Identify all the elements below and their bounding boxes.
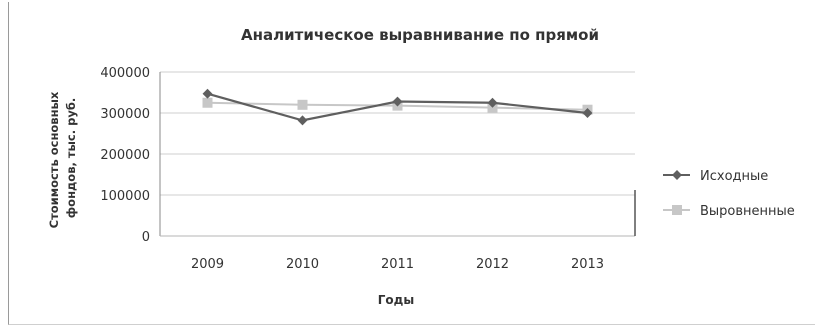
x-tick-label: 2011 [381,257,414,272]
legend-item-aligned: Выровненные [663,204,795,219]
data-point-aligned [202,97,213,108]
x-tick-label: 2010 [286,257,319,272]
y-axis-label-line2: фондов, тыс. руб. [64,98,78,218]
y-axis-label: Стоимость основных фондов, тыс. руб. [47,88,78,229]
axes [159,72,636,237]
legend: Исходные Выровненные [663,169,795,219]
legend-label-original: Исходные [700,169,768,184]
x-axis-label: Годы [378,293,414,307]
y-tick-label: 0 [142,230,150,245]
gridlines [160,71,635,196]
legend-marker-aligned [672,205,682,215]
chart-title: Аналитическое выравнивание по прямой [241,26,599,44]
y-tick-label: 400000 [100,66,150,81]
x-tick-label: 2009 [191,257,224,272]
y-axis-label-line1: Стоимость основных [47,91,61,228]
x-tick-labels: 2009 2010 2011 2012 2013 [191,257,604,272]
x-tick-label: 2012 [476,257,509,272]
chart-frame [8,2,815,325]
legend-marker-original [672,170,682,180]
legend-label-aligned: Выровненные [700,204,795,219]
data-point-original [582,108,593,118]
y-tick-label: 300000 [100,107,150,122]
x-tick-label: 2013 [571,257,604,272]
data-point-aligned [297,99,308,110]
series-lines [202,88,593,126]
y-tick-label: 200000 [100,148,150,163]
legend-item-original: Исходные [663,169,768,184]
data-point-original [202,88,213,99]
y-tick-label: 100000 [100,189,150,204]
y-tick-labels: 0 100000 200000 300000 400000 [100,66,150,245]
data-point-original [297,115,308,126]
